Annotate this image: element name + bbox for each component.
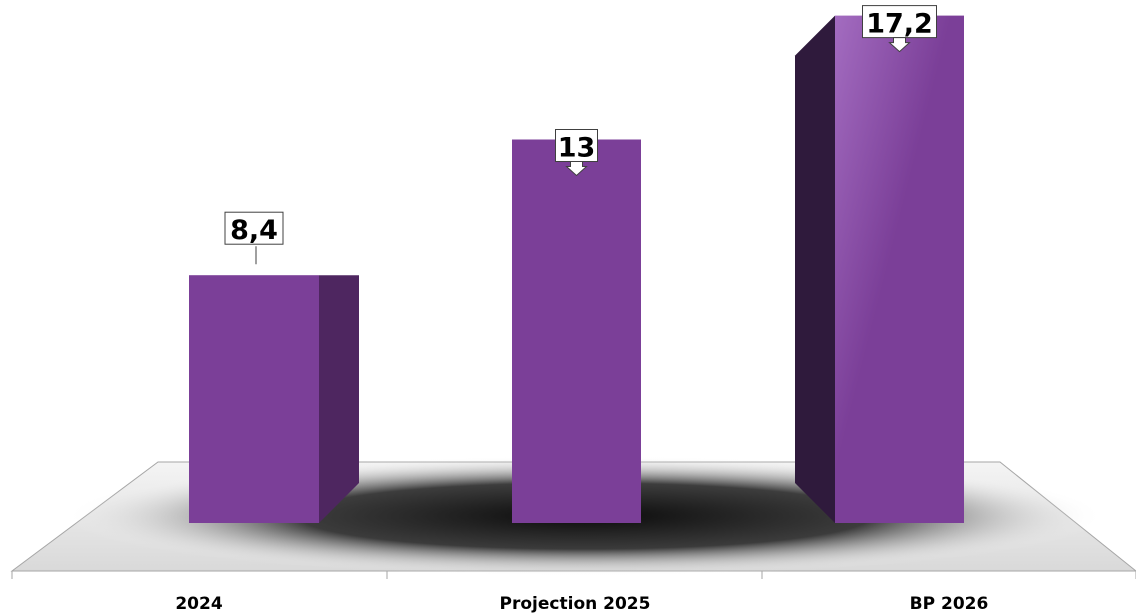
x-tick-label: 2024: [175, 594, 222, 614]
bars-group: 8,4 13 17,2: [189, 5, 964, 523]
x-tick-label: BP 2026: [910, 594, 989, 614]
data-label-box: [224, 211, 284, 245]
bar: [835, 15, 964, 523]
bar: [512, 139, 641, 523]
bar-side-face: [795, 15, 835, 523]
bar-side-face: [319, 275, 359, 523]
x-tick-label: Projection 2025: [500, 594, 651, 614]
data-label-pointer: [565, 161, 588, 177]
data-label: 8,4: [230, 215, 278, 246]
data-label: 13: [558, 133, 596, 164]
data-label-pointer: [888, 37, 911, 53]
data-label: 17,2: [866, 9, 933, 40]
bar: [189, 275, 319, 523]
